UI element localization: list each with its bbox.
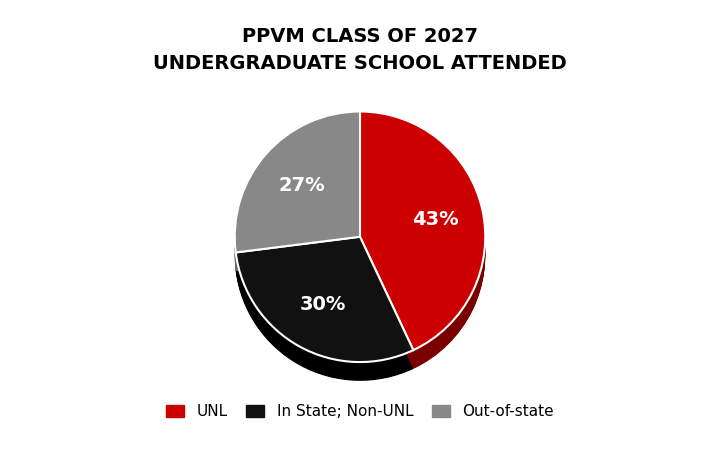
Wedge shape (360, 128, 485, 366)
Wedge shape (235, 249, 413, 374)
Wedge shape (360, 125, 485, 364)
Wedge shape (235, 123, 360, 264)
Wedge shape (235, 241, 413, 366)
Wedge shape (235, 117, 360, 258)
Wedge shape (235, 251, 413, 376)
Wedge shape (235, 245, 413, 370)
Wedge shape (235, 126, 360, 267)
Wedge shape (360, 119, 485, 357)
Wedge shape (360, 115, 485, 354)
Text: UNDERGRADUATE SCHOOL ATTENDED: UNDERGRADUATE SCHOOL ATTENDED (153, 54, 567, 73)
Wedge shape (235, 119, 360, 260)
Wedge shape (235, 253, 413, 379)
Wedge shape (235, 129, 360, 269)
Wedge shape (360, 114, 485, 353)
Wedge shape (235, 123, 360, 263)
Wedge shape (235, 238, 413, 364)
Wedge shape (235, 114, 360, 255)
Wedge shape (360, 117, 485, 355)
Wedge shape (235, 237, 413, 362)
Wedge shape (360, 118, 485, 357)
Wedge shape (360, 111, 485, 350)
Text: 27%: 27% (279, 176, 325, 195)
Wedge shape (235, 252, 413, 377)
Wedge shape (360, 114, 485, 352)
Wedge shape (235, 115, 360, 256)
Wedge shape (360, 119, 485, 358)
Wedge shape (360, 129, 485, 368)
Text: 30%: 30% (300, 295, 346, 314)
Wedge shape (235, 118, 360, 259)
Wedge shape (235, 124, 360, 265)
Wedge shape (360, 129, 485, 368)
Wedge shape (235, 117, 360, 258)
Wedge shape (360, 115, 485, 354)
Wedge shape (235, 111, 360, 253)
Wedge shape (235, 249, 413, 374)
Wedge shape (235, 122, 360, 263)
Wedge shape (235, 237, 413, 363)
Wedge shape (235, 254, 413, 380)
Wedge shape (235, 116, 360, 257)
Wedge shape (235, 246, 413, 371)
Wedge shape (360, 130, 485, 369)
Wedge shape (235, 112, 360, 253)
Wedge shape (235, 126, 360, 267)
Wedge shape (235, 247, 413, 373)
Wedge shape (360, 121, 485, 360)
Wedge shape (360, 113, 485, 351)
Wedge shape (360, 123, 485, 362)
Wedge shape (235, 239, 413, 365)
Wedge shape (235, 250, 413, 376)
Legend: UNL, In State; Non-UNL, Out-of-state: UNL, In State; Non-UNL, Out-of-state (160, 398, 560, 425)
Wedge shape (235, 240, 413, 365)
Wedge shape (235, 129, 360, 270)
Text: PPVM CLASS OF 2027: PPVM CLASS OF 2027 (242, 27, 478, 46)
Wedge shape (235, 243, 413, 368)
Wedge shape (235, 250, 413, 375)
Wedge shape (235, 128, 360, 269)
Wedge shape (360, 120, 485, 359)
Wedge shape (235, 121, 360, 262)
Wedge shape (235, 113, 360, 254)
Wedge shape (360, 120, 485, 359)
Text: 43%: 43% (413, 210, 459, 229)
Wedge shape (360, 129, 485, 367)
Wedge shape (360, 117, 485, 356)
Wedge shape (360, 124, 485, 363)
Wedge shape (360, 123, 485, 361)
Wedge shape (235, 248, 413, 373)
Wedge shape (235, 237, 413, 362)
Wedge shape (235, 244, 413, 370)
Wedge shape (360, 126, 485, 364)
Wedge shape (235, 114, 360, 254)
Wedge shape (235, 243, 413, 368)
Wedge shape (235, 125, 360, 266)
Wedge shape (235, 255, 413, 380)
Wedge shape (235, 242, 413, 367)
Wedge shape (235, 241, 413, 367)
Wedge shape (235, 239, 413, 364)
Wedge shape (360, 126, 485, 365)
Wedge shape (360, 127, 485, 366)
Wedge shape (360, 124, 485, 363)
Wedge shape (235, 115, 360, 256)
Wedge shape (360, 116, 485, 354)
Wedge shape (235, 130, 360, 271)
Wedge shape (360, 112, 485, 351)
Wedge shape (360, 111, 485, 350)
Wedge shape (235, 256, 413, 381)
Wedge shape (235, 127, 360, 268)
Wedge shape (235, 253, 413, 378)
Wedge shape (235, 111, 360, 253)
Wedge shape (235, 244, 413, 369)
Wedge shape (235, 119, 360, 260)
Wedge shape (235, 124, 360, 266)
Wedge shape (235, 120, 360, 262)
Wedge shape (235, 252, 413, 377)
Wedge shape (235, 120, 360, 261)
Wedge shape (235, 247, 413, 372)
Wedge shape (235, 129, 360, 271)
Wedge shape (360, 122, 485, 360)
